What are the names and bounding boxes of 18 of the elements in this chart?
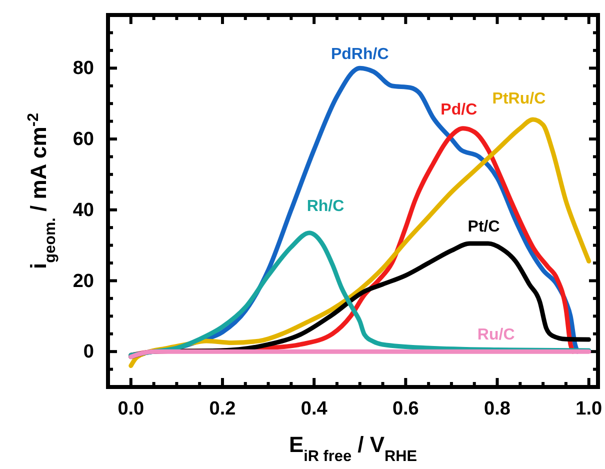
x-tick-label: 0.8: [484, 398, 510, 420]
y-tick-label: 0: [83, 342, 94, 363]
y-tick-label: 60: [72, 129, 94, 150]
series-label: PdRh/C: [330, 46, 390, 64]
x-tick-label: 0.2: [209, 398, 236, 420]
x-tick-label: 0.4: [300, 398, 328, 420]
x-tick-label: 1.0: [576, 398, 602, 420]
series-label: PtRu/C: [492, 90, 546, 108]
series-label: Pt/C: [468, 218, 500, 236]
y-tick-label: 20: [72, 270, 94, 292]
x-axis-title: E$_{iR free}$ / V$_{RHE}$: [288, 432, 418, 464]
series-label: Pd/C: [440, 101, 478, 118]
series-label: Rh/C: [306, 198, 345, 215]
y-tick-label: 80: [72, 58, 94, 80]
x-tick-label: 0.0: [118, 398, 144, 420]
x-tick-label: 0.6: [392, 398, 419, 420]
y-tick-label: 40: [72, 200, 94, 221]
series-label: Ru/C: [477, 326, 516, 344]
